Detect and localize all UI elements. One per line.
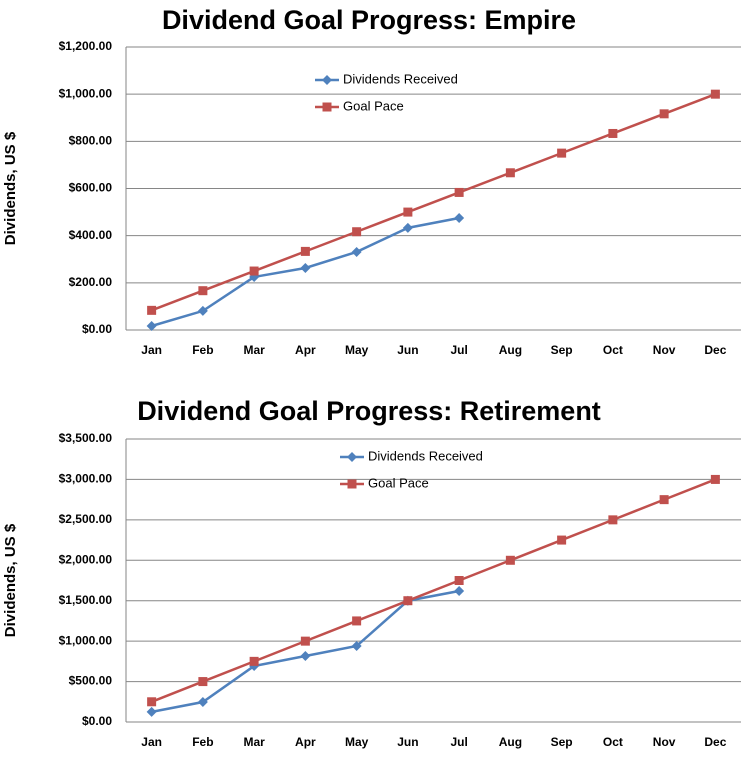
legend-label: Dividends Received [368,448,483,463]
x-tick-label: Aug [499,735,522,749]
x-tick-label: Jul [450,735,467,749]
data-point [146,320,157,331]
data-point [352,616,362,626]
x-tick-label: Dec [704,735,726,749]
legend-label: Goal Pace [343,98,404,113]
y-tick-label: $1,000.00 [59,633,113,647]
data-point [454,586,465,597]
data-point [608,515,618,525]
y-tick-label: $800.00 [69,134,113,148]
data-point [351,640,362,651]
x-tick-label: Mar [243,735,265,749]
data-point [300,651,311,662]
data-point [454,212,465,223]
x-tick-label: Feb [192,735,213,749]
x-tick-label: Nov [653,343,676,357]
x-tick-label: Oct [603,343,623,357]
chart-title: Dividend Goal Progress: Empire [162,5,576,35]
y-tick-label: $500.00 [69,674,113,688]
y-tick-label: $3,000.00 [59,472,113,486]
y-axis-title: Dividends, US $ [2,131,19,245]
x-tick-label: Apr [295,343,316,357]
chart-title: Dividend Goal Progress: Retirement [137,396,601,426]
data-point [198,286,208,296]
legend-label: Dividends Received [343,71,458,86]
data-point [505,168,515,178]
x-tick-label: Jan [141,735,162,749]
y-tick-label: $200.00 [69,275,113,289]
x-tick-label: Jan [141,343,162,357]
data-point [147,697,157,707]
x-tick-label: Aug [499,343,522,357]
data-point [557,535,567,545]
x-tick-label: Jun [397,735,418,749]
data-point [454,576,464,585]
y-tick-label: $1,500.00 [59,593,113,607]
x-tick-label: Sep [551,343,573,357]
data-point [659,109,669,119]
x-tick-label: Dec [704,343,726,357]
y-tick-label: $2,500.00 [59,512,113,526]
data-point [403,596,413,606]
data-point [608,128,618,138]
data-point [300,262,311,273]
legend-marker [322,75,332,85]
y-tick-label: $1,000.00 [59,86,113,100]
y-tick-label: $3,500.00 [59,431,113,445]
y-tick-label: $2,000.00 [59,552,113,566]
x-tick-label: Jul [450,343,467,357]
data-point [198,677,208,687]
y-tick-label: $600.00 [69,181,113,195]
y-tick-label: $400.00 [69,228,113,242]
legend-marker [322,102,332,112]
x-tick-label: May [345,735,369,749]
data-point [710,89,720,99]
series-line [151,478,716,703]
data-point [403,207,413,217]
x-tick-label: Nov [653,735,676,749]
data-point [197,697,208,708]
legend-label: Goal Pace [368,475,429,490]
series-line [151,92,716,312]
y-tick-label: $1,200.00 [59,39,113,53]
data-point [249,656,259,666]
data-point [710,474,720,484]
x-tick-label: Feb [192,343,213,357]
x-tick-label: Sep [551,735,573,749]
data-point [505,555,515,565]
legend-marker [347,452,357,462]
y-tick-label: $0.00 [82,322,112,336]
x-tick-label: Jun [397,343,418,357]
data-point [300,636,310,646]
data-point [659,495,669,505]
data-point [402,222,413,233]
x-tick-label: Mar [243,343,265,357]
y-tick-label: $0.00 [82,714,112,728]
data-point [352,227,362,237]
data-point [146,706,157,717]
data-point [351,246,362,257]
data-point [249,266,259,276]
x-tick-label: Oct [603,735,623,749]
y-axis-title: Dividends, US $ [2,523,19,637]
x-tick-label: May [345,343,369,357]
legend-marker [347,479,357,489]
data-point [197,305,208,316]
data-point [147,305,157,315]
x-tick-label: Apr [295,735,316,749]
data-point [300,246,310,256]
data-point [557,148,567,158]
data-point [454,187,464,197]
